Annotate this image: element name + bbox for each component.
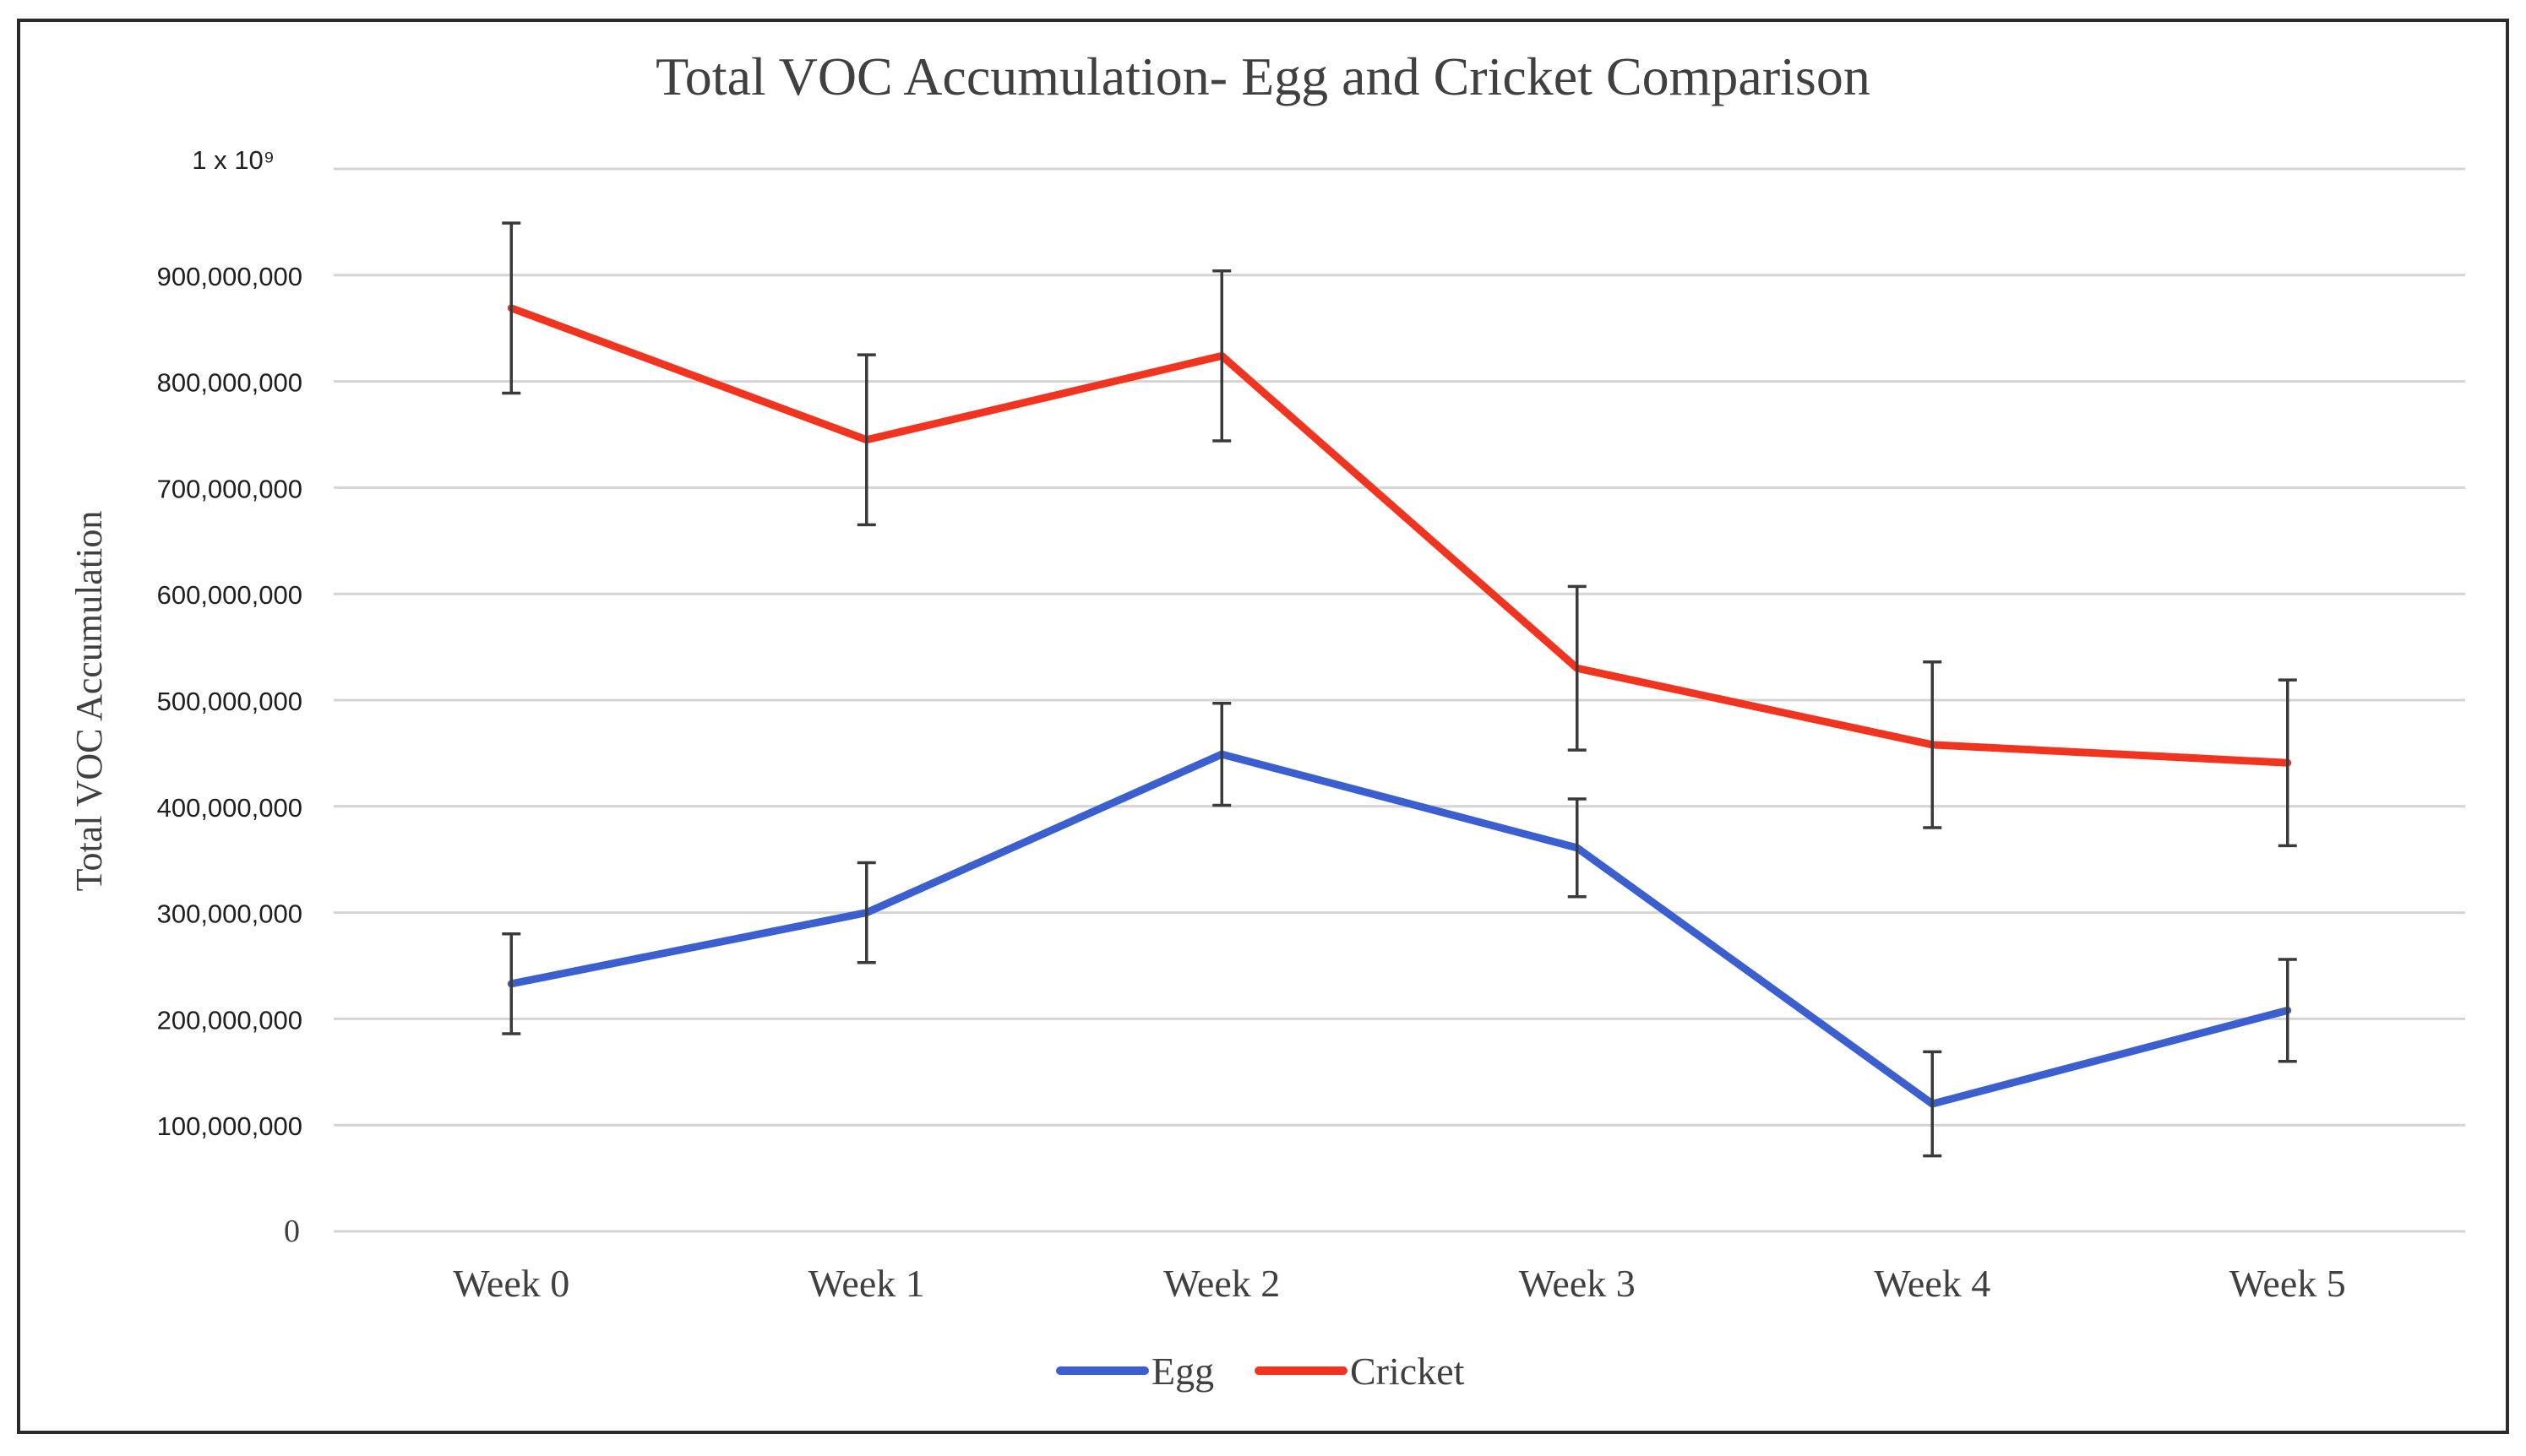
- y-axis-title: Total VOC Accumulation: [68, 511, 110, 892]
- error-bars: [502, 221, 2297, 1158]
- legend-item-egg: Egg: [1056, 1350, 1214, 1393]
- error-bar-cricket: [1567, 584, 1587, 752]
- error-bar-egg: [1212, 702, 1232, 807]
- chart-frame: [17, 19, 2509, 1434]
- legend-label: Egg: [1151, 1350, 1214, 1393]
- error-bar-cricket: [1212, 269, 1232, 443]
- legend-item-cricket: Cricket: [1255, 1350, 1465, 1393]
- error-bar-cricket: [2278, 678, 2297, 848]
- y-tick-label: 200,000,000: [157, 1005, 302, 1035]
- x-tick-label: Week 3: [1519, 1262, 1636, 1305]
- x-tick-label: Week 5: [2229, 1262, 2346, 1305]
- gridlines: [334, 167, 2465, 1233]
- error-bar-egg: [502, 932, 521, 1035]
- y-axis-scale-label: 1 x 10⁹: [192, 145, 275, 175]
- y-tick-label: 400,000,000: [157, 793, 302, 823]
- y-tick-label: 600,000,000: [157, 580, 302, 610]
- error-bar-cricket: [502, 221, 521, 395]
- legend-label: Cricket: [1350, 1350, 1465, 1393]
- y-tick-label: 900,000,000: [157, 262, 302, 291]
- chart-title: Total VOC Accumulation- Egg and Cricket …: [656, 46, 1870, 106]
- y-tick-label: 0: [284, 1214, 300, 1249]
- y-tick-label: 300,000,000: [157, 899, 302, 929]
- x-tick-label: Week 4: [1874, 1262, 1990, 1305]
- error-bar-egg: [1923, 1050, 1942, 1158]
- y-tick-label: 100,000,000: [157, 1111, 302, 1141]
- series-line-egg: [507, 750, 2292, 1108]
- x-tick-label: Week 1: [808, 1262, 925, 1305]
- error-bar-cricket: [857, 353, 876, 527]
- error-bar-egg: [857, 861, 876, 964]
- error-bar-cricket: [1923, 660, 1942, 829]
- legend: Egg Cricket: [1056, 1350, 1465, 1393]
- series-line-cricket: [507, 304, 2292, 767]
- y-tick-label: 500,000,000: [157, 687, 302, 716]
- error-bar-egg: [1567, 797, 1587, 899]
- y-tick-label: 700,000,000: [157, 474, 302, 503]
- y-tick-label: 800,000,000: [157, 368, 302, 398]
- error-bar-egg: [2278, 958, 2297, 1063]
- x-tick-label: Week 2: [1163, 1262, 1280, 1305]
- series-lines: [507, 304, 2292, 1108]
- y-axis-ticks: 0 100,000,000 200,000,000 300,000,000 400,00…: [157, 262, 302, 1249]
- x-tick-label: Week 0: [453, 1262, 569, 1305]
- x-axis-ticks: Week 0 Week 1 Week 2 Week 3 Week 4 Week 5: [453, 1262, 2346, 1305]
